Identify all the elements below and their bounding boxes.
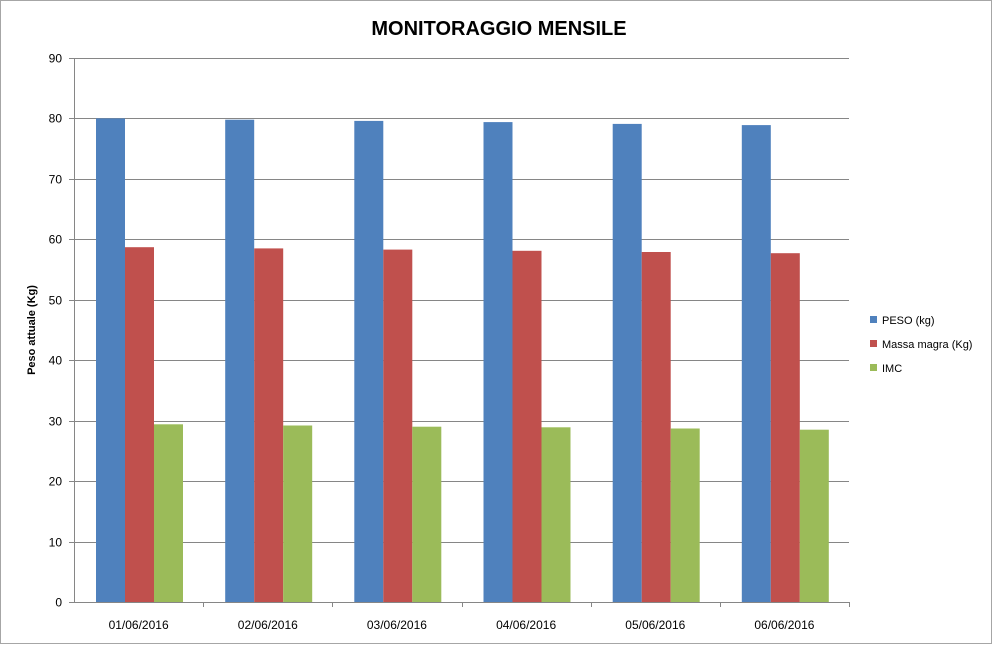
- bar-imc-4: [541, 427, 571, 602]
- bar-imc-6: [799, 429, 829, 602]
- bar-peso-kg-5: [612, 123, 642, 603]
- bar-series: [96, 118, 829, 603]
- bar-massa-magra-kg-4: [512, 250, 542, 603]
- chart-title: MONITORAGGIO MENSILE: [371, 18, 626, 40]
- x-tick-label: 05/06/2016: [625, 618, 685, 632]
- legend-swatch: [870, 340, 877, 347]
- legend-swatch: [870, 364, 877, 371]
- y-tick-label: 40: [49, 354, 63, 368]
- axes: [69, 58, 850, 607]
- x-tick-labels: 01/06/2016 02/06/2016 03/06/2016 04/06/2016…: [109, 618, 815, 632]
- bar-imc-3: [412, 426, 442, 602]
- y-tick-label: 10: [49, 536, 63, 550]
- bar-massa-magra-kg-3: [383, 249, 413, 602]
- legend-label: PESO (kg): [882, 315, 935, 327]
- legend-label: Massa magra (Kg): [882, 339, 972, 351]
- y-tick-label: 70: [49, 173, 63, 187]
- legend-label: IMC: [882, 363, 902, 375]
- x-tick-label: 04/06/2016: [496, 618, 556, 632]
- bar-imc-2: [283, 425, 313, 602]
- y-tick-label: 90: [49, 52, 63, 66]
- y-tick-label: 80: [49, 112, 63, 126]
- bar-peso-kg-3: [354, 120, 384, 603]
- bar-massa-magra-kg-5: [641, 252, 671, 602]
- bar-peso-kg-1: [96, 118, 125, 603]
- bar-massa-magra-kg-6: [770, 253, 800, 602]
- legend-swatch: [870, 316, 877, 323]
- y-axis-title: Peso attuale (Kg): [26, 285, 38, 375]
- legend: PESO (kg) Massa magra (Kg) IMC: [870, 315, 972, 375]
- y-tick-label: 20: [49, 475, 63, 489]
- y-tick-labels: 0 10 20 30 40 50 60 70 80 90: [49, 52, 63, 610]
- y-tick-label: 0: [55, 596, 62, 610]
- bar-imc-1: [154, 424, 183, 602]
- bar-peso-kg-6: [741, 125, 771, 602]
- bar-imc-5: [670, 428, 700, 602]
- bar-peso-kg-2: [225, 119, 255, 602]
- bar-massa-magra-kg-1: [125, 247, 154, 602]
- y-tick-label: 30: [49, 415, 63, 429]
- bar-peso-kg-4: [483, 122, 513, 602]
- x-tick-label: 02/06/2016: [238, 618, 298, 632]
- y-tick-label: 60: [49, 233, 63, 247]
- gridlines: [74, 58, 849, 543]
- x-tick-label: 01/06/2016: [109, 618, 169, 632]
- y-tick-label: 50: [49, 294, 63, 308]
- x-tick-label: 03/06/2016: [367, 618, 427, 632]
- bar-massa-magra-kg-2: [254, 248, 284, 602]
- x-tick-label: 06/06/2016: [754, 618, 814, 632]
